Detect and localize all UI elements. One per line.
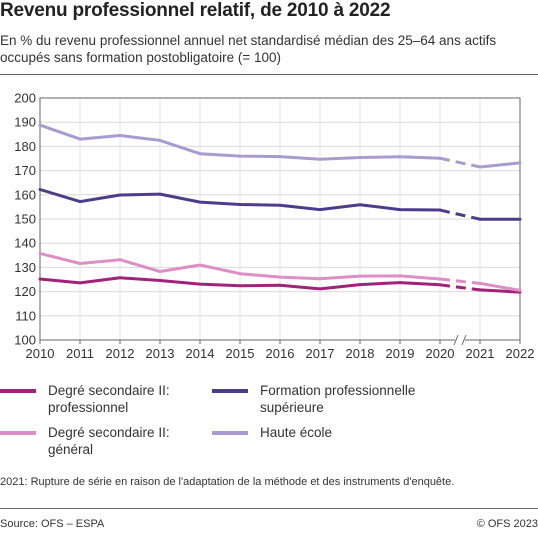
x-tick-label: 2019 <box>386 346 415 361</box>
legend-swatch-secondaire-professionnel <box>0 389 36 393</box>
legend-swatch-haute-ecole <box>212 431 248 435</box>
x-tick-label: 2016 <box>266 346 295 361</box>
series-3-segment-after-break <box>478 161 522 169</box>
series-2-segment-before-break <box>38 188 442 212</box>
y-tick-label: 100 <box>14 333 36 348</box>
series-3-segment-break <box>439 156 481 169</box>
x-tick-label: 2013 <box>146 346 175 361</box>
y-tick-label: 200 <box>14 91 36 106</box>
legend-swatch-formation-superieure <box>212 389 248 393</box>
chart-title: Revenu professionnel relatif, de 2010 à … <box>0 0 391 21</box>
legend-item-haute-ecole: Haute école <box>212 424 332 441</box>
legend-label: Formation professionnelle <box>260 383 416 398</box>
x-tick-label: 2022 <box>506 346 535 361</box>
line-chart: 100 110 120 130 140 150 160 170 180 190 200 2010 201… <box>14 91 534 362</box>
legend-label: Degré secondaire II: <box>48 425 170 440</box>
series-1-segment-break <box>439 277 481 285</box>
y-tick-label: 140 <box>14 236 36 251</box>
series-0-segment-before-break <box>38 276 442 291</box>
legend-swatch-secondaire-general <box>0 431 36 435</box>
x-tick-label: 2010 <box>26 346 55 361</box>
footnote: 2021: Rupture de série en raison de l'ad… <box>0 476 455 488</box>
y-tick-label: 110 <box>15 308 36 323</box>
x-tick-label: 2020 <box>426 346 455 361</box>
series-2-segment-break <box>439 208 481 221</box>
series-0-segment-break <box>439 283 481 292</box>
series-1-segment-after-break <box>478 281 522 292</box>
axis-break-mark <box>461 334 467 346</box>
series-line-1 <box>38 251 522 292</box>
legend-label: professionnel <box>48 400 129 415</box>
y-tick-label: 130 <box>14 260 36 275</box>
legend: Degré secondaire II: professionnel Forma… <box>0 382 538 462</box>
series-line-2 <box>38 188 522 221</box>
series-line-0 <box>38 276 522 294</box>
legend-item-secondaire-general: Degré secondaire II: général <box>0 424 170 458</box>
x-tick-label: 2015 <box>226 346 255 361</box>
copyright-note: © OFS 2023 <box>476 518 538 530</box>
source-note: Source: OFS – ESPA <box>0 518 105 530</box>
legend-label: général <box>48 442 94 457</box>
series-line-3 <box>38 123 522 169</box>
legend-label: supérieure <box>260 400 324 415</box>
x-tick-label: 2012 <box>106 346 135 361</box>
grid-layer <box>40 97 520 341</box>
y-tick-label: 170 <box>14 163 36 178</box>
bottom-divider <box>0 508 538 509</box>
x-tick-label: 2011 <box>66 346 94 361</box>
x-tick-label: 2021 <box>466 346 495 361</box>
axis-break-mark <box>453 334 459 346</box>
axis-break-gap <box>455 334 465 346</box>
legend-item-formation-superieure: Formation professionnelle supérieure <box>212 382 415 416</box>
y-tick-label: 180 <box>14 139 36 154</box>
legend-label: Haute école <box>260 425 333 440</box>
series-layer <box>38 123 522 294</box>
series-1-segment-before-break <box>38 251 442 281</box>
x-tick-label: 2014 <box>186 346 215 361</box>
chart-subtitle: En % du revenu professionnel annuel net … <box>0 33 497 65</box>
x-tick-label: 2018 <box>346 346 375 361</box>
y-tick-label: 160 <box>14 187 36 202</box>
legend-item-secondaire-professionnel: Degré secondaire II: professionnel <box>0 382 170 416</box>
y-tick-label: 150 <box>14 212 36 227</box>
legend-label: Degré secondaire II: <box>48 383 170 398</box>
x-tick-label: 2017 <box>306 346 335 361</box>
top-divider <box>0 74 538 75</box>
label-layer: 100 110 120 130 140 150 160 170 180 190 200 2010 201… <box>14 91 534 362</box>
y-tick-label: 190 <box>14 115 36 130</box>
series-3-segment-before-break <box>38 123 442 161</box>
y-tick-label: 120 <box>14 284 36 299</box>
series-0-segment-after-break <box>478 288 522 294</box>
